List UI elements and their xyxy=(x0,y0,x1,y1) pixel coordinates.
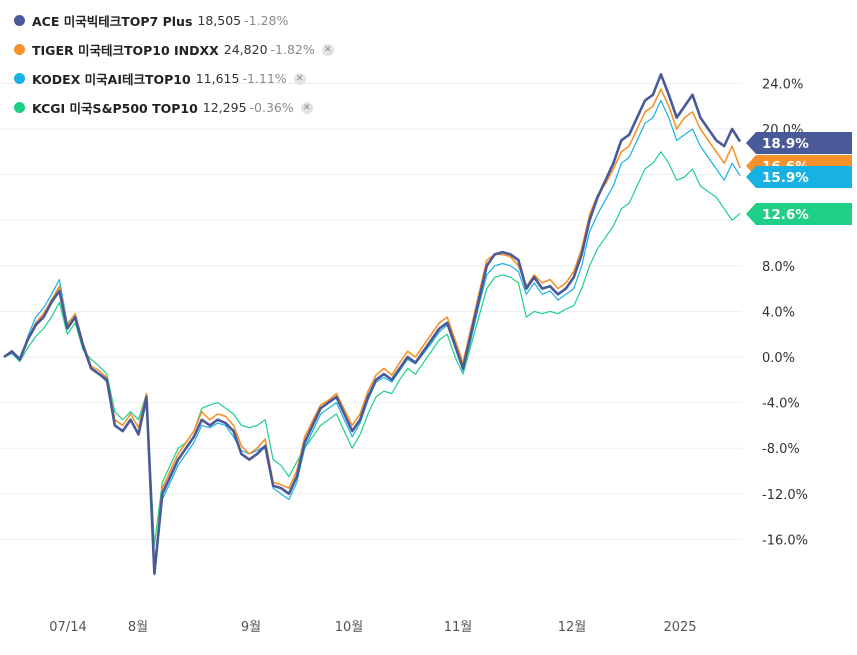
legend-change: -1.82% xyxy=(270,42,315,57)
legend-dot-icon xyxy=(14,73,25,84)
legend-dot-icon xyxy=(14,15,25,26)
remove-series-icon[interactable]: ✕ xyxy=(293,72,306,85)
legend-name: ACE 미국빅테크TOP7 Plus xyxy=(32,14,193,29)
end-value-label: 18.9% xyxy=(762,136,809,152)
legend-item[interactable]: TIGER 미국테크TOP10 INDXX 24,820 -1.82% ✕ xyxy=(14,35,334,64)
legend-dot-icon xyxy=(14,102,25,113)
y-tick-label: -16.0% xyxy=(762,533,808,548)
y-tick-label: 24.0% xyxy=(762,77,803,92)
x-tick-label: 07/14 xyxy=(49,620,86,635)
end-value-tags: 16.6%15.9%12.6%18.9% xyxy=(746,132,852,225)
series-line xyxy=(3,99,741,576)
y-axis-labels: 24.0%20.0%16.0%12.0%8.0%4.0%0.0%-4.0%-8.… xyxy=(762,77,808,548)
y-tick-label: 4.0% xyxy=(762,305,795,320)
y-tick-label: -8.0% xyxy=(762,442,800,457)
legend-change: -1.11% xyxy=(242,71,287,86)
grid-lines xyxy=(0,82,742,540)
legend-dot-icon xyxy=(14,44,25,55)
end-value-label: 12.6% xyxy=(762,207,809,223)
legend-name: KCGI 미국S&P500 TOP10 xyxy=(32,101,198,116)
legend-item[interactable]: KCGI 미국S&P500 TOP10 12,295 -0.36% ✕ xyxy=(14,93,334,122)
x-tick-label: 9월 xyxy=(241,620,261,635)
legend-value: 11,615 xyxy=(195,71,240,86)
x-tick-label: 2025 xyxy=(663,620,696,635)
y-tick-label: 8.0% xyxy=(762,260,795,275)
y-tick-label: -12.0% xyxy=(762,488,808,503)
legend-item[interactable]: ACE 미국빅테크TOP7 Plus 18,505 -1.28% xyxy=(14,6,334,35)
legend-change: -0.36% xyxy=(249,100,294,115)
x-tick-label: 12월 xyxy=(558,620,587,635)
x-axis-labels: 07/14 8월 9월 10월 11월 12월 2025 xyxy=(49,620,696,635)
y-tick-label: -4.0% xyxy=(762,397,800,412)
legend-name: KODEX 미국AI테크TOP10 xyxy=(32,72,191,87)
series-line xyxy=(3,73,742,575)
end-value-label: 15.9% xyxy=(762,170,809,186)
legend-value: 12,295 xyxy=(202,100,247,115)
legend: ACE 미국빅테크TOP7 Plus 18,505 -1.28% TIGER 미국테크… xyxy=(14,6,334,122)
legend-name: TIGER 미국테크TOP10 INDXX xyxy=(32,43,219,58)
y-tick-label: 0.0% xyxy=(762,351,795,366)
end-value-tag xyxy=(746,166,852,188)
remove-series-icon[interactable]: ✕ xyxy=(321,43,334,56)
end-value-tag xyxy=(746,203,852,225)
series-line xyxy=(3,151,741,546)
end-value-tag xyxy=(746,132,852,154)
series-lines xyxy=(3,73,742,576)
legend-value: 24,820 xyxy=(223,42,268,57)
series-line xyxy=(3,88,741,569)
x-tick-label: 8월 xyxy=(128,620,148,635)
x-tick-label: 11월 xyxy=(444,620,473,635)
legend-change: -1.28% xyxy=(244,13,289,28)
remove-series-icon[interactable]: ✕ xyxy=(300,101,313,114)
x-tick-label: 10월 xyxy=(335,620,364,635)
legend-item[interactable]: KODEX 미국AI테크TOP10 11,615 -1.11% ✕ xyxy=(14,64,334,93)
legend-value: 18,505 xyxy=(197,13,242,28)
